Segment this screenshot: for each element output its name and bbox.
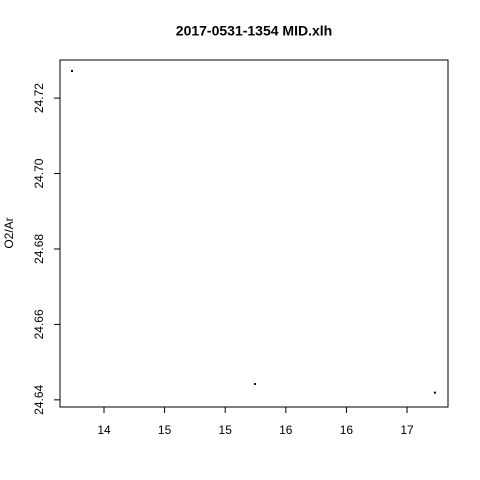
x-tick-label: 15 [219, 423, 233, 437]
point [433, 391, 436, 394]
x-tick-label: 16 [340, 423, 354, 437]
x-tick-label: 17 [400, 423, 414, 437]
y-tick-label: 24.64 [32, 384, 46, 414]
plot-box [59, 59, 449, 408]
chart-title: 2017-0531-1354 MID.xlh [176, 23, 332, 39]
y-axis-label: O2/Ar [2, 217, 16, 248]
y-tick-label: 24.68 [32, 234, 46, 264]
x-tick-label: 16 [279, 423, 293, 437]
y-tick-label: 24.70 [32, 158, 46, 188]
point [71, 69, 73, 72]
point [254, 382, 257, 385]
y-tick-label: 24.66 [32, 309, 46, 339]
y-tick-label: 24.72 [32, 83, 46, 113]
x-tick-label: 15 [158, 423, 172, 437]
x-tick-label: 14 [97, 423, 111, 437]
